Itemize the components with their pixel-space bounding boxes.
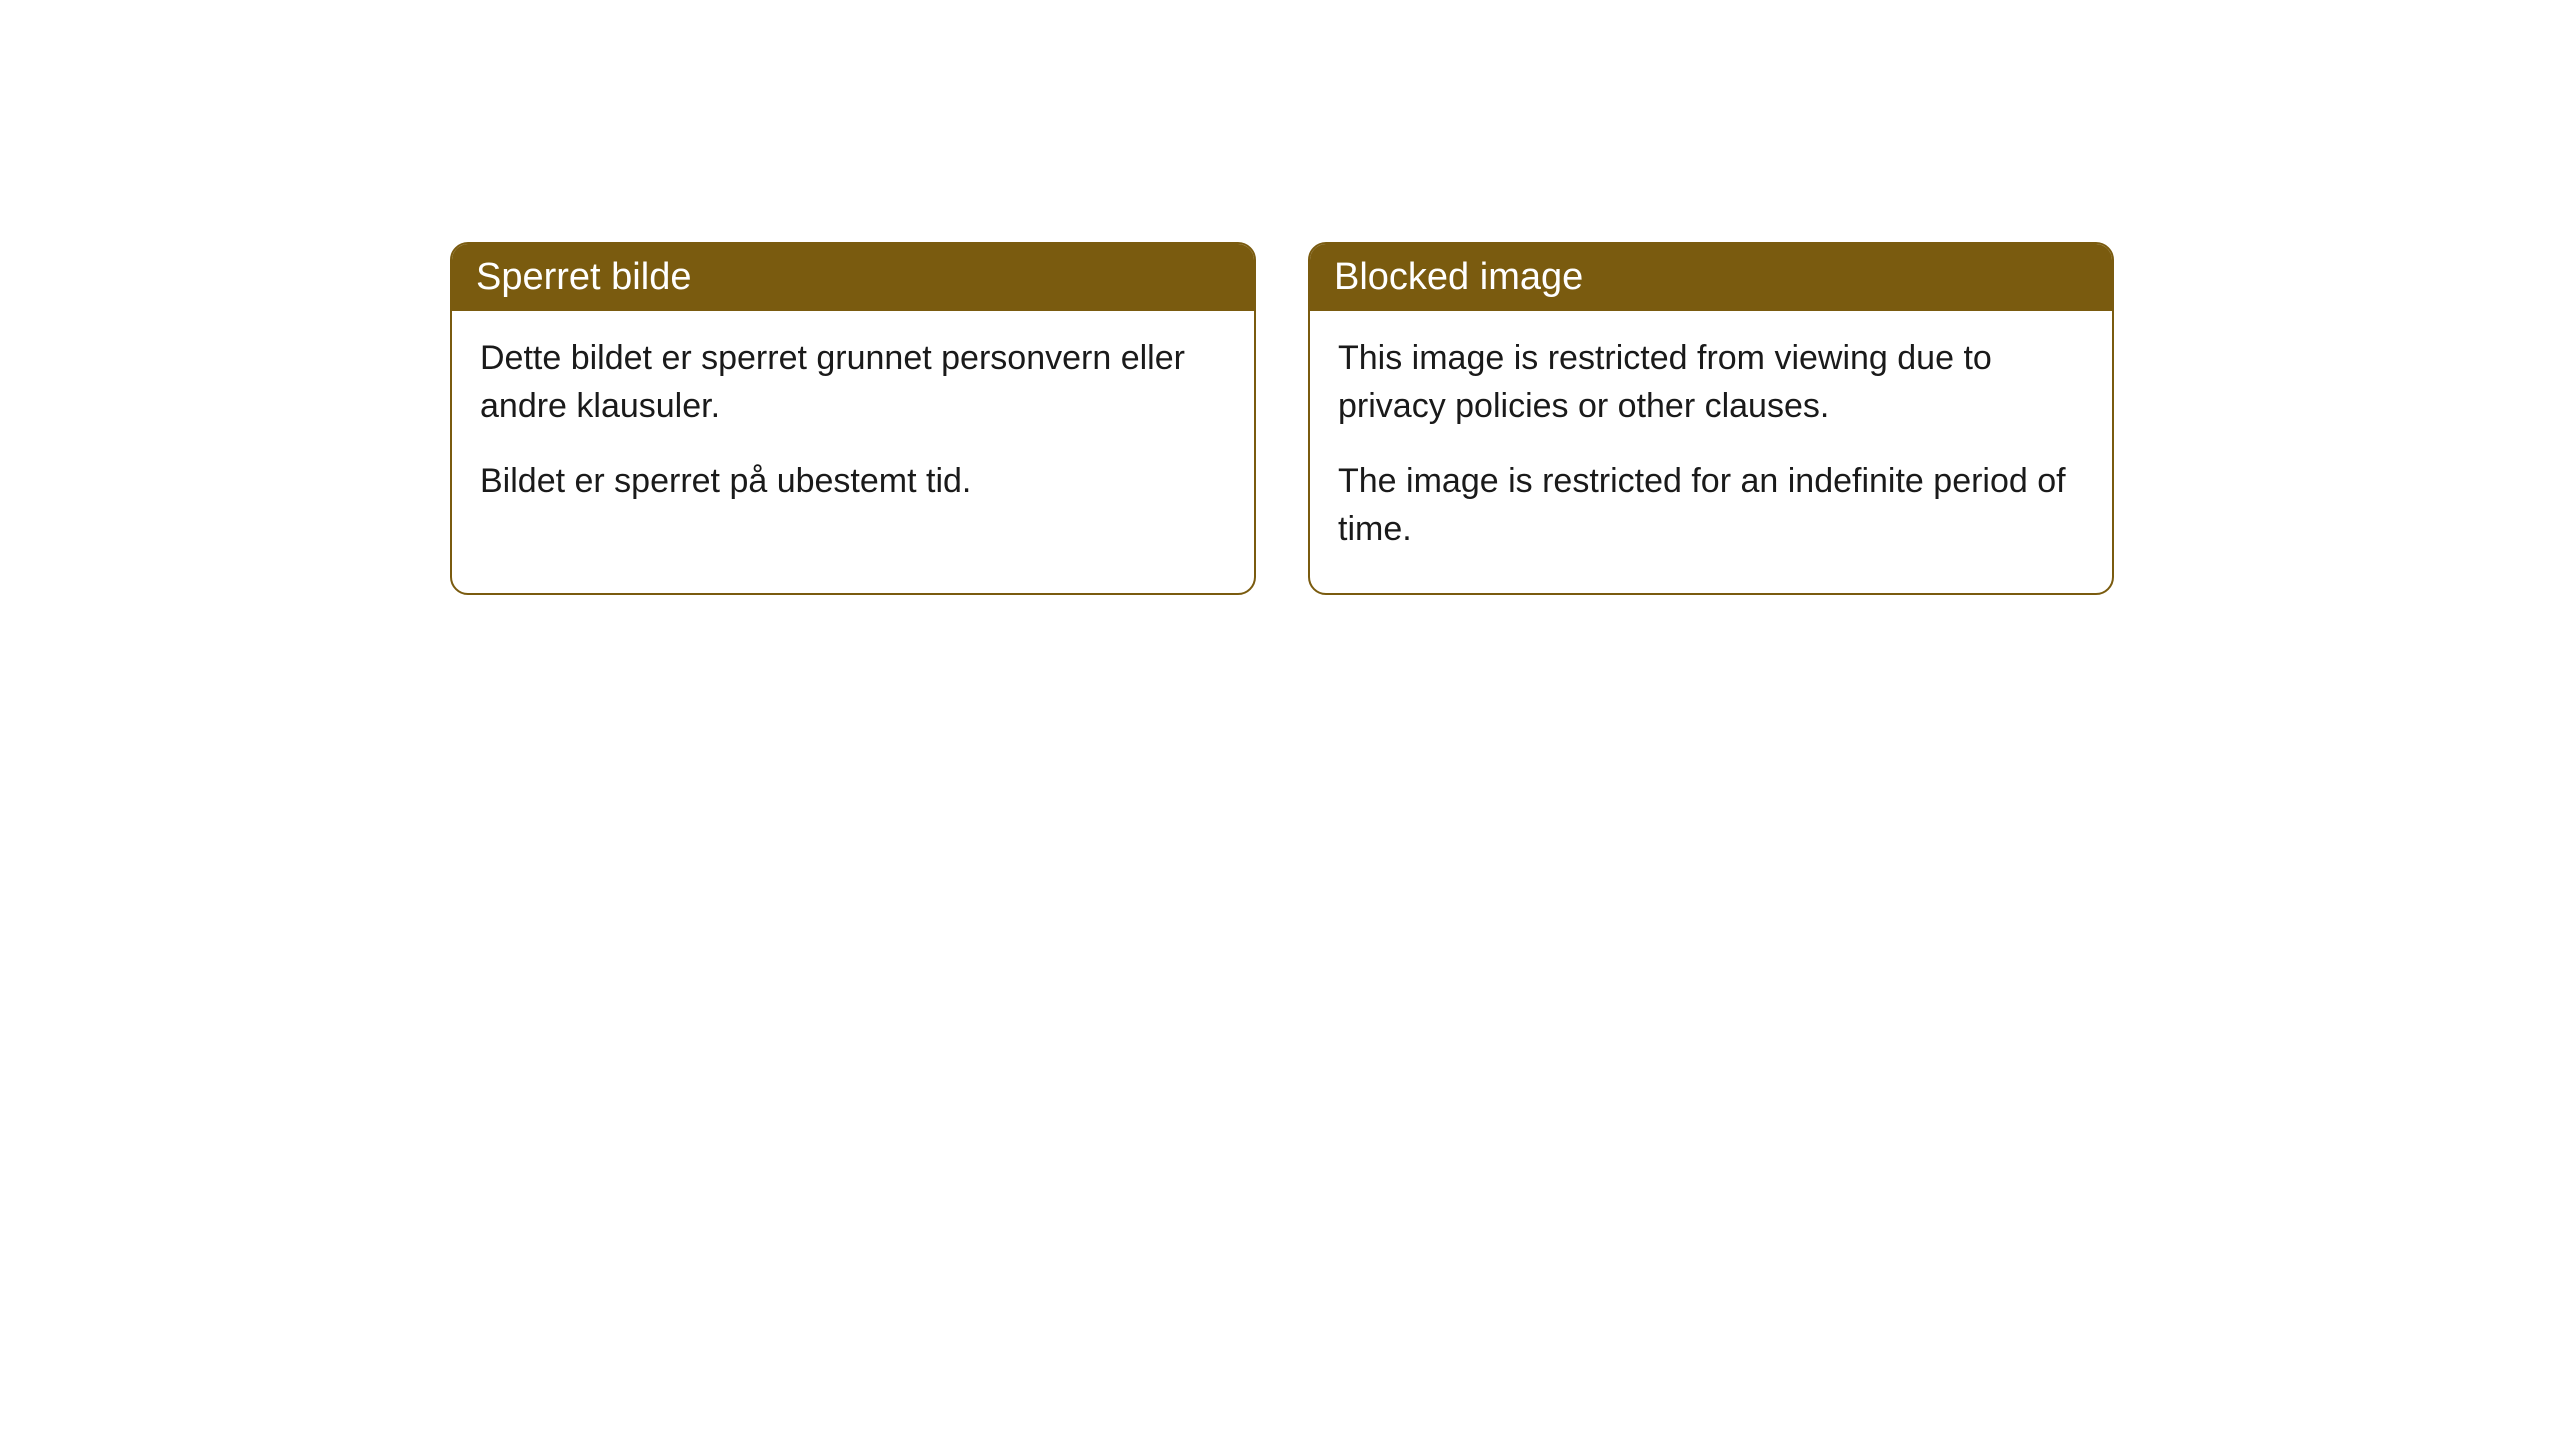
card-header-norwegian: Sperret bilde xyxy=(452,244,1254,311)
card-norwegian: Sperret bilde Dette bildet er sperret gr… xyxy=(450,242,1256,595)
card-title: Blocked image xyxy=(1334,256,1583,298)
card-paragraph: The image is restricted for an indefinit… xyxy=(1338,458,2084,553)
card-paragraph: Bildet er sperret på ubestemt tid. xyxy=(480,458,1226,506)
card-title: Sperret bilde xyxy=(476,256,691,298)
card-paragraph: Dette bildet er sperret grunnet personve… xyxy=(480,335,1226,430)
card-paragraph: This image is restricted from viewing du… xyxy=(1338,335,2084,430)
card-body-english: This image is restricted from viewing du… xyxy=(1310,311,2112,593)
card-english: Blocked image This image is restricted f… xyxy=(1308,242,2114,595)
card-header-english: Blocked image xyxy=(1310,244,2112,311)
card-container: Sperret bilde Dette bildet er sperret gr… xyxy=(450,242,2114,595)
card-body-norwegian: Dette bildet er sperret grunnet personve… xyxy=(452,311,1254,546)
